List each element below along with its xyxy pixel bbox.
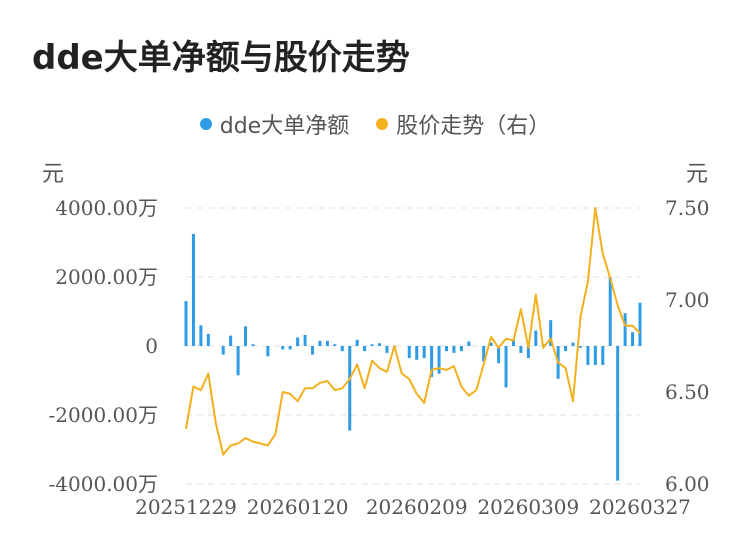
bar-dde: [564, 346, 568, 352]
bar-dde: [348, 346, 352, 431]
legend-marker-price: [376, 118, 389, 130]
bar-dde: [549, 320, 553, 346]
bar-dde: [601, 346, 605, 365]
right-axis-tick-label: 7.50: [665, 196, 710, 220]
legend-marker-dde: [199, 118, 212, 130]
left-axis-tick-label: 0: [145, 334, 158, 358]
right-axis-unit: 元: [686, 162, 709, 187]
legend-label-price: 股价走势（右）: [396, 114, 551, 139]
x-axis-tick-label: 20260209: [366, 495, 468, 519]
bar-dde: [467, 341, 471, 346]
bar-dde: [459, 346, 463, 352]
left-axis-tick-label: 2000.00万: [55, 265, 158, 289]
bar-dde: [608, 277, 612, 346]
bar-dde: [191, 233, 195, 346]
x-axis-tick-label: 20251229: [135, 495, 237, 519]
bar-dde: [370, 344, 374, 346]
bar-dde: [318, 340, 322, 346]
bar-dde: [430, 346, 434, 378]
bar-dde: [519, 346, 523, 353]
bar-dde: [489, 342, 493, 346]
bar-dde: [311, 346, 315, 355]
bar-dde: [526, 346, 530, 359]
bar-dde: [631, 332, 635, 346]
bar-dde: [437, 346, 441, 374]
bar-dde: [363, 346, 367, 352]
bar-dde: [281, 346, 285, 350]
x-axis-tick-label: 20260327: [589, 495, 691, 519]
bar-dde: [497, 346, 501, 364]
bar-dde: [199, 325, 203, 346]
bar-dde: [340, 346, 344, 352]
bar-dde: [578, 346, 582, 348]
bar-dde: [184, 301, 188, 346]
price-line: [185, 207, 641, 456]
bar-dde: [571, 342, 575, 346]
right-axis-tick-label: 6.00: [665, 472, 710, 496]
bar-dde: [452, 346, 456, 353]
bar-dde: [229, 335, 233, 346]
bar-dde: [444, 346, 448, 352]
bar-dde: [482, 346, 486, 362]
bar-dde: [385, 346, 389, 353]
bar-dde: [616, 346, 620, 481]
x-axis-tick-label: 20260120: [247, 495, 349, 519]
bar-dde: [422, 346, 426, 359]
chart-title: dde大单净额与股价走势: [32, 38, 410, 78]
x-axis-tick-label: 20260309: [477, 495, 579, 519]
bar-dde: [511, 339, 515, 346]
bar-dde: [288, 346, 292, 350]
left-axis-unit: 元: [42, 162, 65, 187]
bar-dde: [534, 330, 538, 346]
bar-dde: [303, 334, 307, 346]
bar-dde: [251, 344, 255, 346]
bar-dde: [638, 302, 642, 346]
right-axis-tick-label: 6.50: [665, 380, 710, 404]
bar-dde: [415, 346, 419, 360]
left-axis-tick-label: 4000.00万: [55, 196, 158, 220]
bar-dde: [407, 346, 411, 359]
legend-label-dde: dde大单净额: [219, 114, 350, 139]
legend-item-price[interactable]: 股价走势（右）: [376, 108, 550, 140]
bar-dde: [586, 346, 590, 365]
bar-dde: [236, 346, 240, 376]
bar-dde: [593, 346, 597, 365]
legend-item-dde[interactable]: dde大单净额: [199, 108, 350, 140]
bar-dde: [355, 339, 359, 346]
left-axis-tick-label: -4000.00万: [49, 472, 158, 496]
bar-dde: [244, 326, 248, 346]
bar-dde: [378, 343, 382, 346]
bar-dde: [296, 337, 300, 346]
bar-dde: [333, 344, 337, 346]
bar-dde: [623, 313, 627, 346]
bar-dde: [266, 346, 270, 357]
left-axis-tick-label: -2000.00万: [49, 403, 158, 427]
bar-dde: [325, 340, 329, 346]
bar-dde: [221, 346, 225, 355]
right-axis-tick-label: 7.00: [665, 288, 710, 312]
legend: dde大单净额 股价走势（右）: [0, 108, 750, 140]
bar-dde: [504, 346, 508, 388]
bar-dde: [206, 333, 210, 346]
